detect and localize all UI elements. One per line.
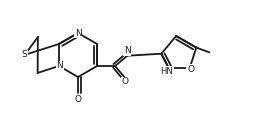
Text: N: N [57,62,63,71]
Text: N: N [75,29,81,38]
Text: O: O [122,77,129,86]
Text: HN: HN [161,67,173,76]
Text: O: O [187,65,194,74]
Text: O: O [74,95,81,104]
Text: N: N [124,46,131,55]
Text: S: S [22,50,28,59]
